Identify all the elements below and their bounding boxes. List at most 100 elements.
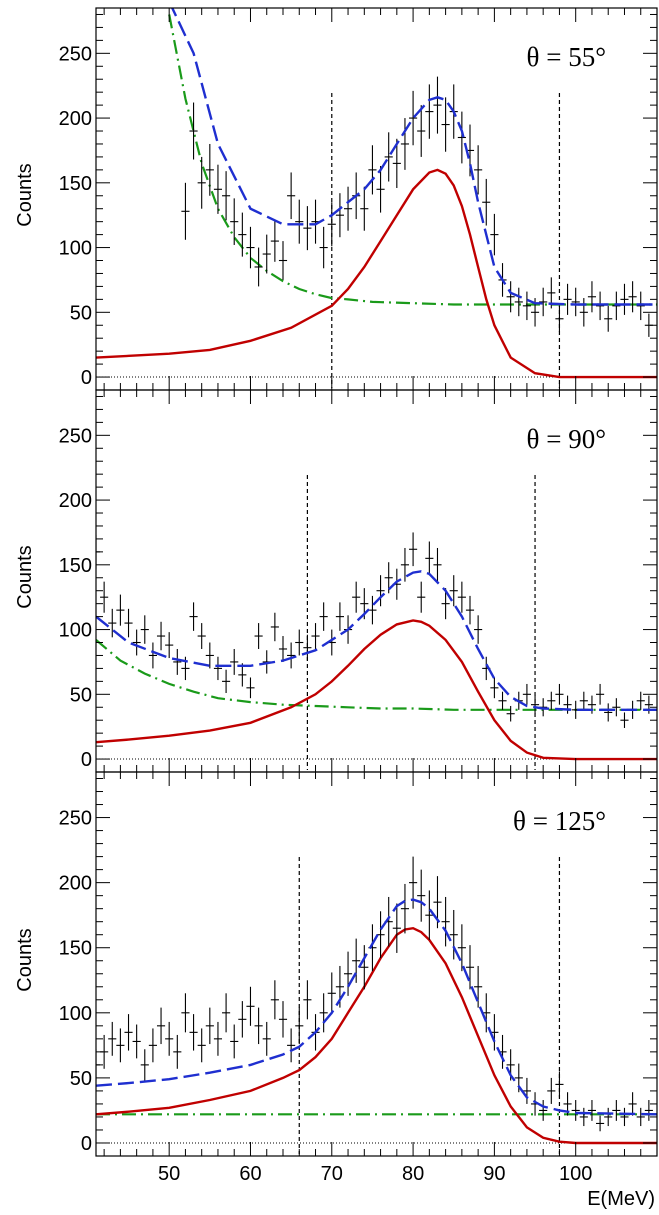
data-point: [222, 171, 231, 221]
signal-fit-curve: [96, 619, 657, 761]
data-point: [132, 1024, 141, 1059]
data-point: [246, 226, 255, 269]
data-point: [148, 1028, 157, 1063]
data-point: [303, 980, 312, 1020]
y-tick-label: 150: [59, 173, 92, 195]
y-tick-label: 250: [59, 425, 92, 447]
panel-frame: [95, 771, 658, 1157]
data-point: [360, 186, 369, 231]
y-axis-label: Counts: [14, 545, 36, 608]
y-tick-label: 200: [59, 490, 92, 512]
y-tick-label: 0: [81, 749, 92, 771]
data-point: [457, 111, 466, 164]
data-point: [555, 305, 564, 332]
data-point: [547, 1077, 556, 1104]
data-point: [522, 291, 531, 321]
data-point: [587, 281, 597, 313]
data-point: [238, 212, 247, 257]
x-axis-label: E(MeV): [587, 1188, 655, 1210]
data-point: [620, 283, 629, 315]
data-point: [116, 1028, 125, 1063]
data-point: [278, 1001, 288, 1038]
data-point: [425, 890, 434, 940]
y-tick-label: 50: [70, 302, 92, 324]
data-point: [596, 291, 605, 321]
data-point: [392, 903, 401, 953]
data-point: [433, 76, 442, 134]
data-point: [124, 1014, 133, 1051]
angle-annotation: θ = 125°: [513, 806, 606, 836]
data-point: [140, 615, 149, 644]
data-point: [506, 705, 515, 722]
data-point: [181, 182, 190, 240]
data-point: [352, 938, 361, 983]
data-point: [319, 226, 328, 269]
y-tick-label: 50: [70, 1068, 92, 1090]
data-point: [319, 602, 328, 631]
data-point: [400, 118, 410, 170]
data-point: [238, 663, 247, 687]
data-point: [327, 972, 336, 1015]
data-point: [295, 629, 304, 656]
angle-annotation: θ = 90°: [527, 424, 606, 454]
data-point: [319, 993, 328, 1033]
data-point: [579, 1107, 588, 1127]
data-point: [108, 1021, 117, 1056]
data-point: [409, 532, 418, 567]
background-fit-curve: [96, 639, 657, 711]
data-point: [441, 896, 450, 947]
data-point: [270, 980, 279, 1020]
data-point: [482, 178, 491, 226]
data-point: [596, 1115, 605, 1132]
y-tick-label: 0: [81, 367, 92, 389]
plot-area: [96, 8, 657, 388]
y-axis-label: Counts: [14, 163, 36, 226]
panel-2: 0 50 100 150 200 250 θ = 90°: [59, 389, 658, 773]
x-tick-label: 70: [321, 1163, 343, 1185]
data-point: [335, 602, 344, 631]
data-point: [173, 648, 182, 675]
data-point: [360, 945, 369, 990]
data-point: [433, 547, 442, 582]
y-tick-label: 100: [59, 238, 92, 260]
data-point: [417, 869, 426, 922]
data-point: [303, 634, 312, 661]
data-point: [555, 1071, 564, 1098]
data-point: [587, 1100, 597, 1121]
data-point: [238, 1001, 247, 1038]
data-point: [343, 951, 353, 996]
data-point: [213, 1021, 223, 1056]
data-point: [498, 691, 507, 710]
data-point: [644, 1100, 653, 1121]
data-point: [327, 202, 336, 247]
data-point: [254, 1007, 263, 1045]
data-point: [278, 241, 288, 280]
data-point: [604, 305, 613, 332]
data-point: [604, 703, 613, 722]
y-tick-label: 150: [59, 938, 92, 960]
data-point: [343, 186, 353, 231]
data-point: [213, 656, 223, 681]
x-tick-label: 100: [559, 1163, 592, 1185]
data-point: [530, 695, 540, 714]
data-point: [441, 97, 450, 152]
data-point: [441, 588, 450, 620]
y-tick-label: 100: [59, 620, 92, 642]
data-point: [555, 683, 564, 705]
data-point: [563, 695, 572, 714]
data-point: [417, 581, 426, 613]
data-point: [596, 683, 605, 705]
data-point: [474, 145, 483, 195]
data-point: [474, 965, 483, 1008]
data-point: [295, 1007, 304, 1045]
data-point: [213, 164, 223, 214]
data-point: [571, 1100, 580, 1121]
data-point: [295, 199, 304, 244]
data-point: [173, 1034, 182, 1069]
data-point: [156, 621, 166, 651]
data-point: [579, 298, 588, 327]
data-point: [620, 1107, 629, 1127]
data-point: [156, 1007, 166, 1045]
data-point: [311, 623, 320, 649]
data-point: [222, 669, 231, 694]
